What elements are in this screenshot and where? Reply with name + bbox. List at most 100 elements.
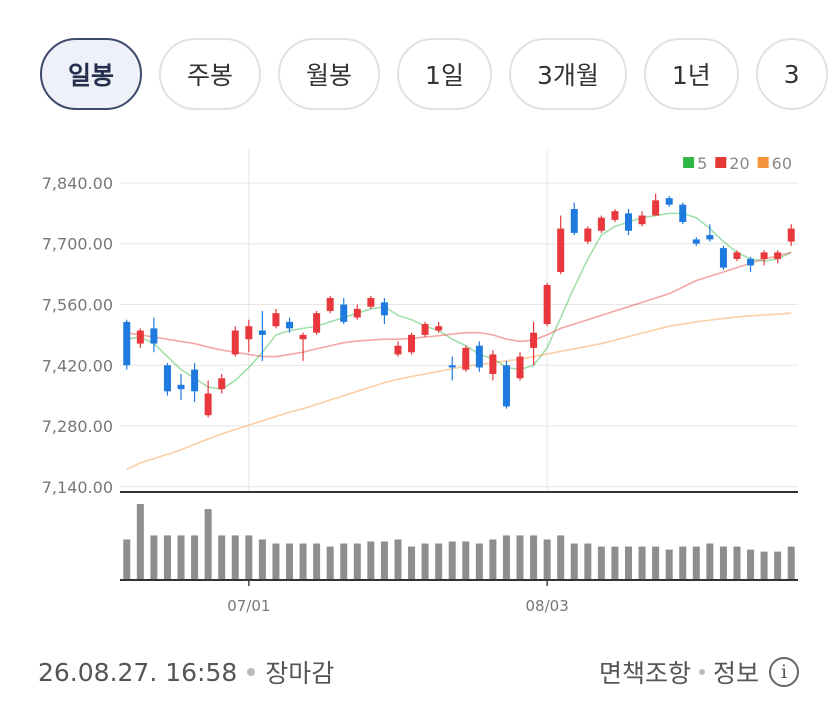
candle-body — [625, 213, 632, 231]
volume-bar — [435, 543, 443, 580]
x-tick-label: 08/03 — [526, 597, 569, 615]
volume-bar — [204, 509, 212, 580]
candle-body — [557, 228, 565, 272]
volume-bar — [272, 543, 280, 580]
volume-bar — [380, 541, 388, 580]
candle-body — [543, 284, 551, 325]
candle-body — [584, 228, 592, 242]
volume-bar — [679, 546, 687, 580]
volume-bar — [191, 535, 199, 580]
volume-bar — [231, 535, 239, 580]
volume-bar — [326, 546, 334, 580]
candle-body — [150, 328, 158, 344]
candle-body — [258, 330, 266, 335]
candle-body — [747, 258, 755, 266]
candle-body — [299, 334, 307, 340]
candle-body — [163, 365, 171, 392]
volume-bar — [530, 535, 538, 580]
candle-body — [448, 365, 456, 368]
volume-bar — [760, 551, 768, 580]
candle-body — [530, 332, 538, 348]
volume-bar — [448, 541, 456, 580]
footer: 26.08.27. 16:58 장마감 면책조항 정보 i — [38, 650, 799, 694]
volume-bar — [570, 543, 578, 580]
candle-body — [760, 252, 768, 259]
volume-bar — [163, 535, 171, 580]
candle-body — [706, 235, 714, 240]
candle-body — [272, 313, 280, 327]
y-tick-label: 7,420.00 — [42, 356, 113, 375]
candle-body — [787, 228, 795, 242]
candle-body — [394, 345, 402, 355]
candle-body — [679, 204, 687, 223]
volume-bar — [638, 546, 646, 580]
volume-bar — [625, 546, 632, 580]
disclaimer-link[interactable]: 면책조항 — [598, 659, 691, 688]
y-tick-label: 7,700.00 — [42, 235, 113, 254]
legend-label: 5 — [697, 154, 707, 173]
moving-average-line — [126, 312, 792, 471]
candle-body — [367, 297, 375, 307]
period-tab[interactable]: 1년 — [643, 38, 739, 110]
volume-bar — [475, 543, 483, 580]
volume-bar — [150, 535, 158, 580]
volume-bar — [245, 535, 253, 580]
volume-bar — [462, 541, 470, 580]
candle-body — [326, 297, 334, 312]
volume-bar — [516, 535, 524, 580]
candle-body — [136, 330, 144, 344]
volume-bar — [733, 546, 741, 580]
candle-body — [231, 330, 239, 355]
legend-label: 20 — [729, 154, 749, 173]
volume-bar — [421, 543, 429, 580]
period-tab[interactable]: 1일 — [397, 38, 492, 110]
candle-body — [516, 356, 524, 379]
separator-dot — [698, 669, 705, 675]
volume-bar — [665, 549, 673, 580]
volume-bar — [502, 535, 510, 580]
volume-bar — [123, 539, 131, 580]
period-tab[interactable]: 3 — [755, 38, 828, 110]
candle-body — [204, 393, 212, 416]
candle-body — [611, 211, 619, 220]
info-link[interactable]: 정보 — [712, 659, 759, 688]
candle-body — [502, 365, 510, 407]
period-tab[interactable]: 일봉 — [40, 38, 143, 110]
period-tab[interactable]: 월봉 — [278, 38, 381, 110]
candle-body — [570, 209, 578, 233]
candle-body — [408, 334, 416, 353]
candle-body — [191, 369, 199, 392]
legend-label: 60 — [772, 154, 792, 173]
candle-body — [340, 304, 348, 322]
volume-bar — [597, 546, 605, 580]
candle-body — [638, 215, 646, 225]
legend-swatch — [757, 157, 769, 168]
candle-body — [421, 324, 429, 335]
period-tab[interactable]: 주봉 — [159, 38, 262, 110]
volume-bar — [299, 543, 307, 580]
volume-bar — [353, 543, 361, 580]
volume-bar — [787, 546, 795, 580]
volume-bar — [543, 539, 551, 580]
volume-bar — [136, 504, 144, 580]
y-tick-label: 7,280.00 — [42, 417, 113, 436]
period-tab[interactable]: 3개월 — [508, 38, 627, 110]
chart: 7,840.00 7,700.00 7,560.00 7,420.00 7,280.00… — [42, 150, 798, 615]
volume-bar — [286, 543, 293, 580]
volume-bar — [394, 539, 402, 580]
volume-bar — [719, 546, 727, 580]
info-icon[interactable]: i — [769, 657, 799, 687]
volume-bar — [218, 535, 226, 580]
timestamp: 26.08.27. 16:58 — [38, 657, 238, 687]
volume-bar — [774, 551, 782, 580]
volume-bar — [584, 543, 592, 580]
volume-bar — [652, 546, 660, 580]
x-tick-label: 07/01 — [227, 597, 270, 615]
candle-body — [380, 302, 388, 316]
candle-body — [435, 326, 443, 331]
y-tick-label: 7,840.00 — [42, 174, 113, 193]
volume-bar — [692, 546, 700, 580]
volume-bar — [313, 543, 321, 580]
volume-bar — [177, 535, 185, 580]
candle-body — [245, 326, 253, 340]
